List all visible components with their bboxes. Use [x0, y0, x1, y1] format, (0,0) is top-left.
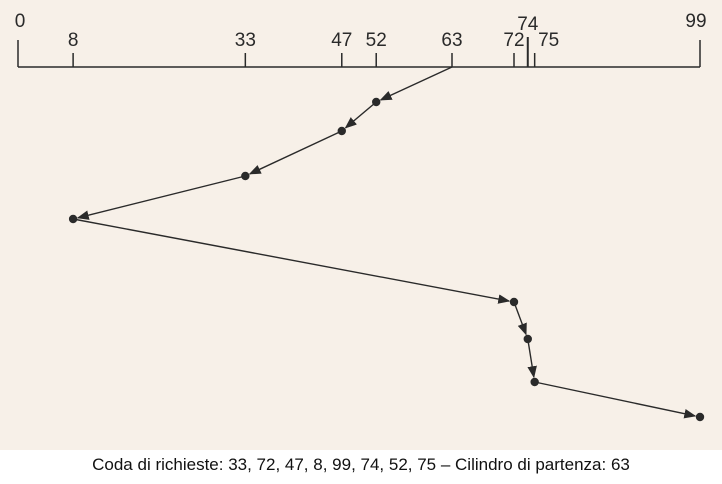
axis-tick-label-75: 75 — [538, 30, 559, 51]
caption: Coda di richieste: 33, 72, 47, 8, 99, 74… — [92, 455, 630, 474]
move-arrow-75-to-99 — [534, 381, 697, 419]
axis-tick-label-74: 74 — [517, 14, 539, 35]
axis-tick-label-52: 52 — [366, 30, 387, 51]
axis-tick-label-47: 47 — [331, 30, 352, 51]
request-point-74 — [523, 334, 532, 344]
request-point-33 — [241, 171, 250, 181]
request-point-47 — [337, 126, 346, 136]
move-arrow-33-to-8 — [76, 175, 246, 220]
move-arrow-74-to-75 — [527, 338, 537, 379]
axis-tick-label-0: 0 — [15, 11, 26, 32]
request-point-72 — [509, 297, 519, 307]
request-point-75 — [530, 377, 539, 387]
axis-tick-label-99: 99 — [685, 11, 706, 32]
axis-tick-label-72: 72 — [503, 30, 524, 51]
request-point-99 — [695, 412, 705, 422]
move-arrow-63-to-52 — [379, 66, 453, 101]
diagram-area: 0 8 33 47 52 63 72 74 75 99 — [0, 0, 722, 450]
head-movement-path — [68, 66, 705, 422]
move-arrow-47-to-33 — [248, 130, 343, 175]
request-point-8 — [68, 214, 78, 224]
move-arrow-8-to-72 — [72, 218, 511, 304]
axis-tick-label-63: 63 — [441, 30, 462, 51]
move-arrow-72-to-74 — [513, 301, 527, 336]
request-point-52 — [372, 97, 381, 107]
axis-tick-label-33: 33 — [235, 30, 256, 51]
move-arrow-52-to-47 — [344, 101, 377, 129]
axis-tick-label-8: 8 — [68, 30, 79, 51]
